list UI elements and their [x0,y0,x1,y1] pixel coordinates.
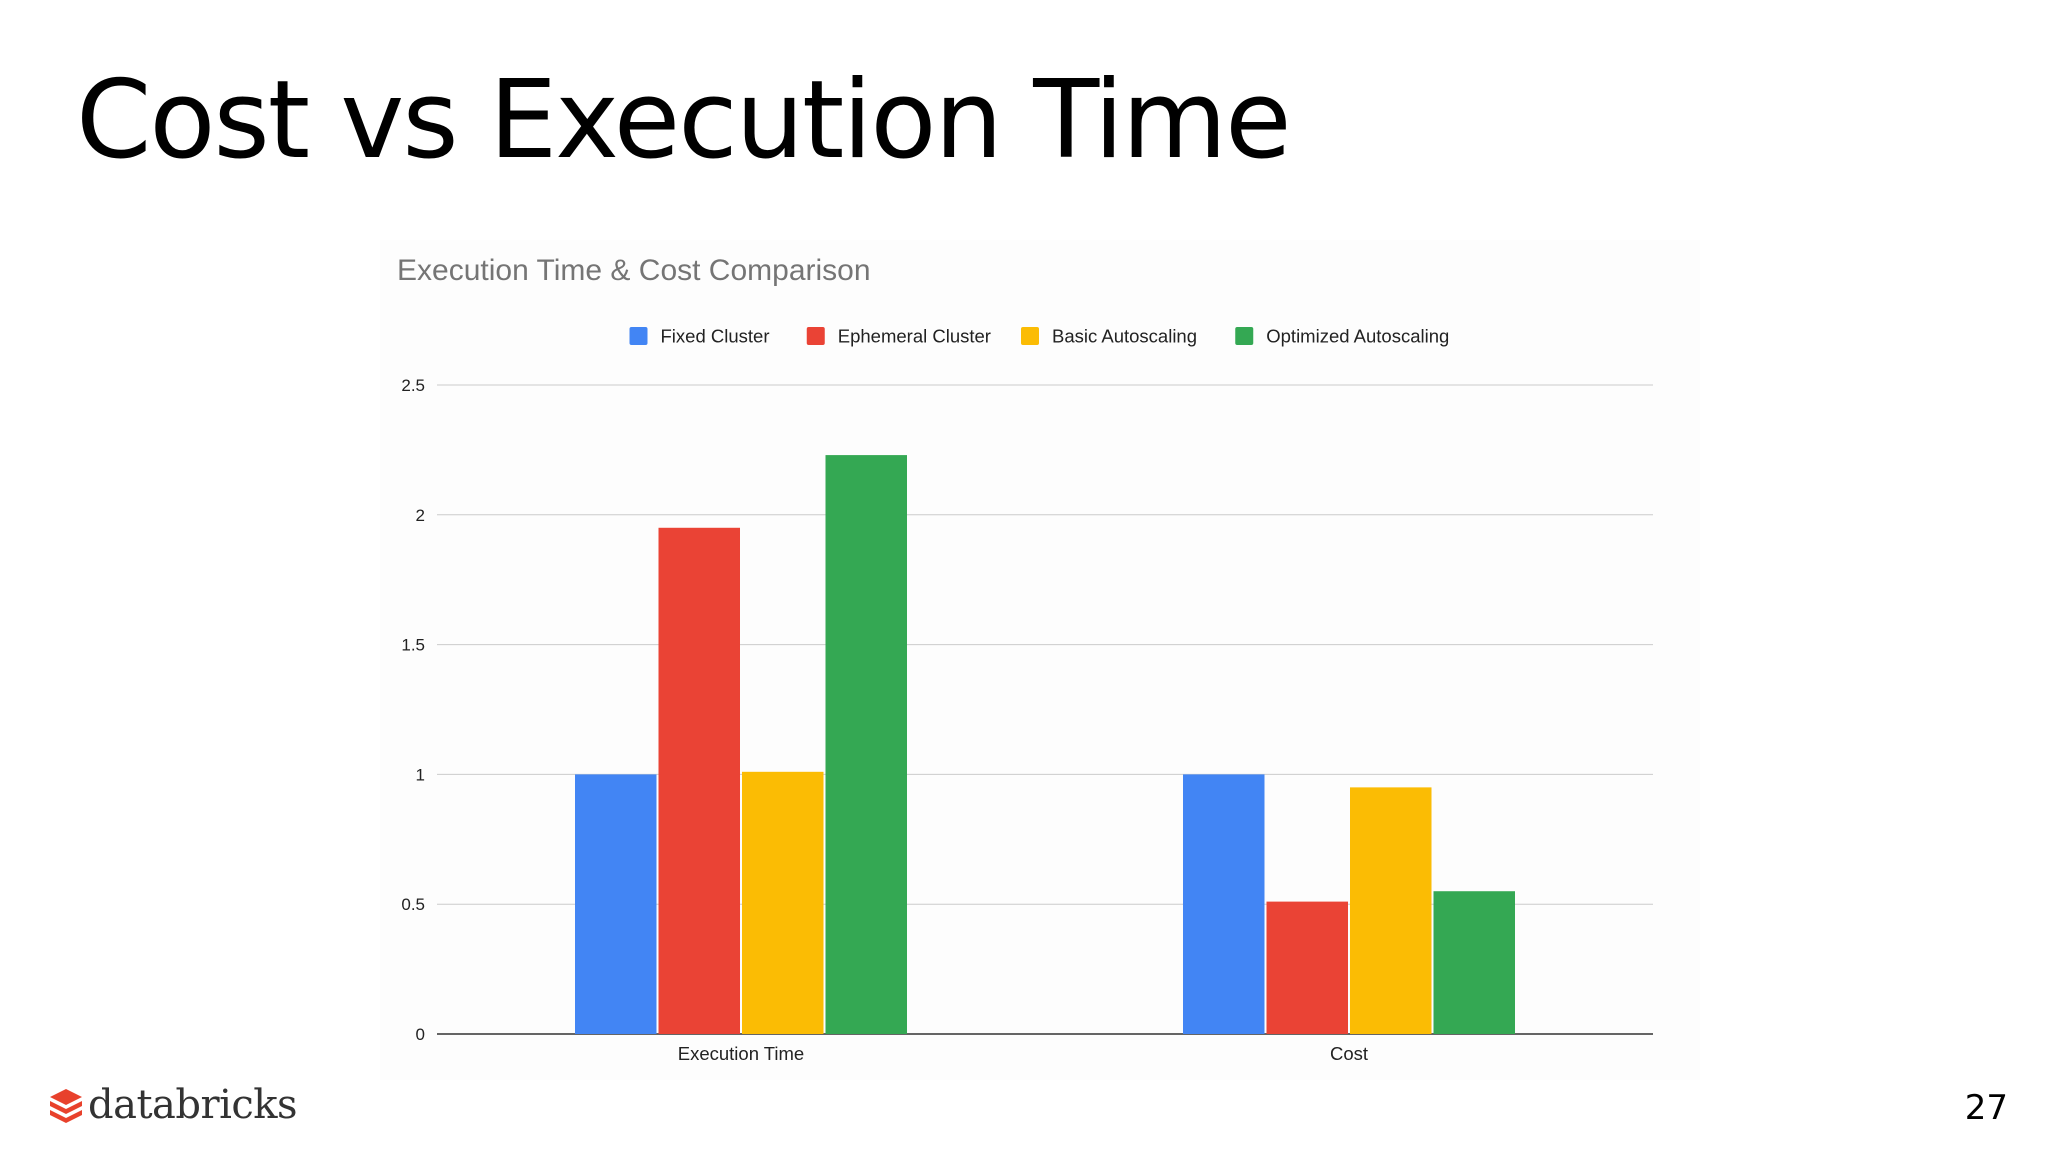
bar [1266,901,1348,1034]
y-tick-label: 2.5 [401,376,425,395]
bar [1433,891,1515,1034]
chart-title: Execution Time & Cost Comparison [397,254,871,287]
slide-title: Cost vs Execution Time [76,58,1292,183]
y-tick-label: 1.5 [401,636,425,655]
legend-swatch-3 [1235,327,1254,345]
chart-area: Execution Time & Cost Comparison Fixed Cl… [380,240,1700,1080]
y-tick-label: 0 [416,1025,425,1044]
bar [742,771,824,1034]
legend-swatch-0 [629,327,648,345]
databricks-logo: databricks [48,1080,298,1130]
bar [575,774,657,1034]
bar-chart: Execution Time & Cost Comparison Fixed Cl… [397,254,1653,1064]
page-number: 27 [1964,1088,2008,1128]
legend-label: Optimized Autoscaling [1266,326,1449,347]
logo-text: databricks [88,1082,298,1128]
x-category-label: Execution Time [678,1043,804,1064]
legend-label: Ephemeral Cluster [838,326,991,347]
bar [825,455,907,1034]
bar [658,527,740,1034]
x-category-label: Cost [1330,1043,1368,1064]
bar [1350,787,1432,1034]
legend-label: Fixed Cluster [661,326,770,347]
databricks-logo-icon [50,1089,82,1123]
legend-label: Basic Autoscaling [1052,326,1197,347]
legend-swatch-1 [806,327,825,345]
y-tick-label: 2 [416,506,425,525]
legend-swatch-2 [1021,327,1039,345]
y-tick-label: 0.5 [401,895,425,914]
y-tick-label: 1 [416,765,425,784]
bar [1183,774,1265,1034]
